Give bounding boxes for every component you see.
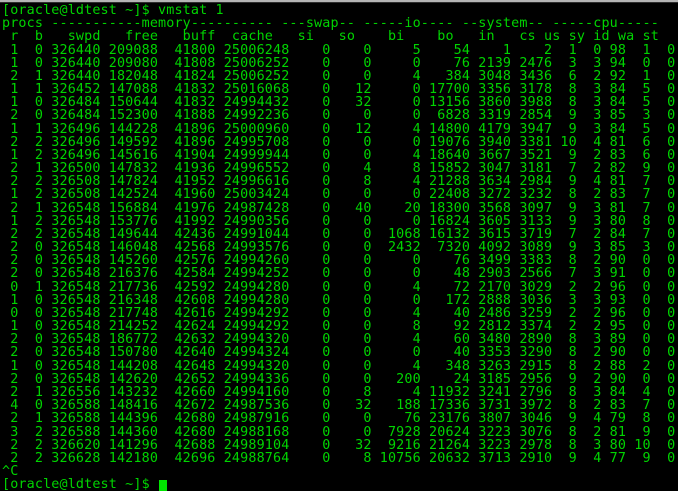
vmstat-row: 2 0 326548 216376 42584 24994252 0 0 0 4… [2,266,676,282]
command-line: [oracle@ldtest ~]$ vmstat 1 [2,3,224,18]
terminal-screen[interactable]: [oracle@ldtest ~]$ vmstat 1 procs ------… [0,3,678,491]
vmstat-row: 1 0 326548 216348 42608 24994280 0 0 0 1… [2,292,676,308]
vmstat-row: 2 0 326548 146048 42568 24993576 0 0 243… [2,240,676,256]
vmstat-row: 0 1 326548 217736 42592 24994280 0 0 4 7… [2,279,676,295]
vmstat-header-columns: r b swpd free buff cache si so bi bo in … [2,29,659,45]
vmstat-row: 2 2 326620 141296 42688 24989104 0 32 92… [2,437,676,453]
vmstat-row: 1 2 326508 142524 41960 25003424 0 0 0 2… [2,187,676,203]
window-top-border [0,0,678,3]
vmstat-row: 1 0 326484 150644 41832 24994432 0 32 0 … [2,95,676,111]
interrupt-line: ^C [2,464,19,480]
vmstat-row: 2 0 326548 150780 42640 24994324 0 0 0 4… [2,345,676,361]
vmstat-row: 2 2 326496 149592 41896 24995708 0 0 0 1… [2,134,676,150]
vmstat-row: 4 0 326588 148416 42672 24987536 0 32 18… [2,398,676,414]
vmstat-header-groups: procs -----------memory---------- ---swa… [2,16,659,32]
vmstat-row: 2 1 326588 144396 42680 24987916 0 0 76 … [2,411,676,427]
vmstat-row: 1 1 326452 147088 41832 25016068 0 12 0 … [2,82,676,98]
vmstat-row: 2 1 326440 182048 41824 25006252 0 0 4 3… [2,68,676,84]
vmstat-row: 2 2 326508 147824 41952 24996616 0 8 4 2… [2,174,676,190]
vmstat-row: 2 2 326548 149644 42436 24991044 0 0 106… [2,226,676,242]
vmstat-row: 0 0 326548 217748 42616 24994292 0 0 4 4… [2,305,676,321]
terminal-cursor [159,480,168,491]
vmstat-row: 3 2 326588 144360 42680 24988168 0 0 792… [2,424,676,440]
vmstat-row: 1 0 326440 209080 41808 25006252 0 0 0 7… [2,55,676,71]
vmstat-row: 2 1 326548 156884 41976 24987428 0 40 20… [2,200,676,216]
vmstat-rows: 1 0 326440 209088 41800 25006248 0 0 5 5… [2,42,678,466]
vmstat-row: 1 1 326496 144228 41896 25000960 0 12 4 … [2,121,676,137]
vmstat-row: 2 0 326548 142620 42652 24994336 0 0 200… [2,371,676,387]
vmstat-row: 2 1 326556 143232 42660 24994160 0 8 4 1… [2,384,676,400]
vmstat-row: 1 2 326548 153776 41992 24990356 0 0 0 1… [2,213,676,229]
vmstat-row: 2 0 326484 152300 41888 24992236 0 0 0 6… [2,108,676,124]
vmstat-row: 2 2 326628 142180 42696 24988764 0 8 107… [2,450,676,466]
vmstat-row: 2 0 326548 186772 42632 24994320 0 0 4 6… [2,332,676,348]
vmstat-row: 1 0 326548 214252 42624 24994292 0 0 8 9… [2,319,676,335]
vmstat-row: 1 0 326548 144208 42648 24994320 0 0 4 3… [2,358,676,374]
vmstat-row: 2 1 326500 147832 41936 24996552 0 4 8 1… [2,161,676,177]
vmstat-row: 2 0 326548 145260 42576 24994260 0 0 0 7… [2,253,676,269]
vmstat-row: 1 0 326440 209088 41800 25006248 0 0 5 5… [2,42,676,58]
vmstat-row: 1 2 326496 145616 41904 24999944 0 0 4 1… [2,147,676,163]
shell-prompt: [oracle@ldtest ~]$ [2,477,159,491]
shell-prompt-line[interactable]: [oracle@ldtest ~]$ [2,478,678,491]
